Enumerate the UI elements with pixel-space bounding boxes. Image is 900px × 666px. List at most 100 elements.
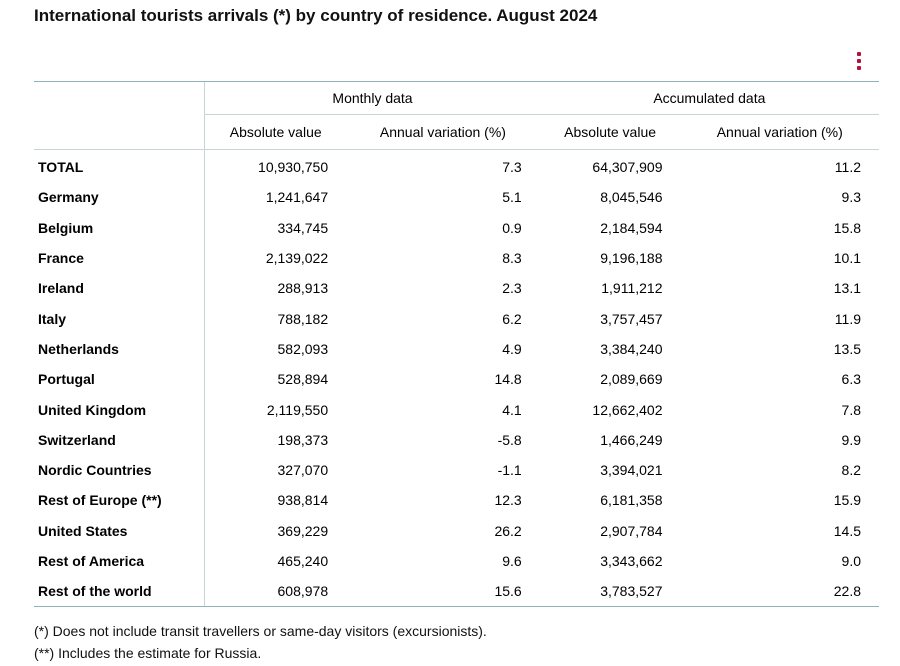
cell-value: 9.6 bbox=[502, 553, 522, 569]
footnote-1: (*) Does not include transit travellers … bbox=[34, 623, 487, 639]
cell-value: 465,240 bbox=[204, 545, 347, 577]
cell-value: 2,184,594 bbox=[600, 219, 663, 236]
cell-value: 3,394,021 bbox=[600, 462, 663, 479]
table-row: United Kingdom 2,119,550 4.1 12,662,402 7.8 bbox=[34, 394, 879, 425]
row-country: Portugal bbox=[38, 371, 95, 388]
row-country: Ireland bbox=[38, 280, 84, 297]
cell-value: 582,093 bbox=[204, 333, 347, 365]
header-blank-sub bbox=[34, 114, 205, 150]
cell-value: 608,978 bbox=[204, 576, 347, 608]
cell-value: 10.1 bbox=[833, 250, 861, 267]
table-row: Nordic Countries 327,070 -1.1 3,394,021 8.2 bbox=[34, 454, 879, 486]
cell-value: 198,373 bbox=[204, 424, 347, 455]
table-row: Netherlands 582,093 4.9 3,384,240 13.5 bbox=[34, 333, 879, 365]
cell-value: 6.2 bbox=[502, 310, 522, 327]
table-row: Germany 1,241,647 5.1 8,045,546 9.3 bbox=[34, 182, 879, 213]
row-country: France bbox=[38, 250, 84, 267]
cell-value: 6.3 bbox=[841, 371, 861, 388]
row-country: United States bbox=[38, 522, 128, 539]
group-header-accumulated: Accumulated data bbox=[539, 81, 879, 115]
table-row: Rest of Europe (**) 938,814 12.3 6,181,358 1… bbox=[34, 485, 879, 516]
row-country: Rest of the world bbox=[34, 576, 205, 608]
cell-value: 15.8 bbox=[833, 219, 861, 236]
cell-value: 2,907,784 bbox=[600, 522, 663, 539]
cell-value: 3,384,240 bbox=[600, 340, 663, 357]
table-row: Ireland 288,913 2.3 1,911,212 13.1 bbox=[34, 273, 879, 304]
cell-value: 1,911,212 bbox=[601, 280, 663, 297]
table-row: Switzerland 198,373 -5.8 1,466,249 9.9 bbox=[34, 424, 879, 455]
cell-value: 3,343,662 bbox=[600, 553, 663, 569]
table-row: Rest of America 465,240 9.6 3,343,662 9.0 bbox=[34, 545, 879, 577]
group-header-monthly: Monthly data bbox=[204, 81, 540, 115]
cell-value: 2,119,550 bbox=[204, 394, 347, 425]
row-country: TOTAL bbox=[38, 159, 84, 176]
cell-value: 9,196,188 bbox=[600, 250, 663, 267]
cell-value: 64,307,909 bbox=[592, 159, 663, 176]
footnote-2: (**) Includes the estimate for Russia. bbox=[34, 645, 262, 661]
cell-value: 4.1 bbox=[502, 401, 522, 418]
cell-value: 7.8 bbox=[841, 401, 861, 418]
cell-value: 9.3 bbox=[841, 189, 861, 206]
cell-value: 3,783,527 bbox=[539, 576, 681, 608]
col-header-accumulated-absolute: Absolute value bbox=[539, 114, 681, 150]
cell-value: 7.3 bbox=[502, 159, 522, 176]
cell-value: 1,466,249 bbox=[600, 431, 663, 448]
cell-value: 2,139,022 bbox=[204, 242, 347, 274]
cell-value: 15.6 bbox=[346, 576, 540, 608]
cell-value: 369,229 bbox=[204, 515, 347, 546]
cell-value: 788,182 bbox=[204, 303, 347, 334]
table-row: Belgium 334,745 0.9 2,184,594 15.8 bbox=[34, 212, 879, 243]
kebab-menu-icon[interactable] bbox=[853, 52, 865, 72]
col-header-accumulated-variation: Annual variation (%) bbox=[680, 114, 879, 150]
row-country: United Kingdom bbox=[38, 401, 147, 418]
table-row: Portugal 528,894 14.8 2,089,669 6.3 bbox=[34, 364, 879, 395]
col-header-monthly-absolute: Absolute value bbox=[204, 114, 347, 150]
table-row: Rest of the world 608,978 15.6 3,783,527 22.… bbox=[34, 576, 879, 608]
cell-value: -5.8 bbox=[497, 431, 522, 448]
row-country: Netherlands bbox=[38, 340, 119, 357]
cell-value: 22.8 bbox=[680, 576, 879, 608]
cell-value: 8,045,546 bbox=[600, 189, 663, 206]
arrivals-table: Monthly data Accumulated data Absolute v… bbox=[34, 81, 879, 608]
cell-value: 2.3 bbox=[502, 280, 522, 297]
table-row: Italy 788,182 6.2 3,757,457 11.9 bbox=[34, 303, 879, 334]
table-row: France 2,139,022 8.3 9,196,188 10.1 bbox=[34, 242, 879, 274]
cell-value: 0.9 bbox=[502, 219, 522, 236]
cell-value: 8.2 bbox=[841, 462, 861, 479]
row-country: Rest of Europe (**) bbox=[38, 492, 162, 509]
row-country: Nordic Countries bbox=[38, 462, 152, 479]
cell-value: 938,814 bbox=[204, 485, 347, 516]
cell-value: 11.2 bbox=[834, 159, 861, 176]
row-country: Belgium bbox=[38, 219, 94, 236]
cell-value: 14.5 bbox=[833, 522, 861, 539]
cell-value: 1,241,647 bbox=[204, 182, 347, 213]
cell-value: 14.8 bbox=[494, 371, 522, 388]
cell-value: 2,089,669 bbox=[600, 371, 663, 388]
col-header-monthly-variation: Annual variation (%) bbox=[346, 114, 540, 150]
cell-value: 13.1 bbox=[833, 280, 861, 297]
row-country: Italy bbox=[38, 310, 67, 327]
cell-value: 11.9 bbox=[834, 310, 861, 327]
table-row: TOTAL 10,930,750 7.3 64,307,909 11.2 bbox=[34, 149, 879, 183]
cell-value: 3,757,457 bbox=[600, 310, 663, 327]
cell-value: 9.9 bbox=[841, 431, 861, 448]
cell-value: 12,662,402 bbox=[592, 401, 663, 418]
row-country: Rest of America bbox=[38, 553, 145, 569]
cell-value: 10,930,750 bbox=[204, 149, 347, 183]
cell-value: 12.3 bbox=[494, 492, 522, 509]
table-body: TOTAL 10,930,750 7.3 64,307,909 11.2 Germany 1… bbox=[34, 149, 879, 608]
row-country: Germany bbox=[38, 189, 99, 206]
cell-value: -1.1 bbox=[497, 462, 522, 479]
cell-value: 26.2 bbox=[494, 522, 522, 539]
cell-value: 4.9 bbox=[502, 340, 522, 357]
cell-value: 6,181,358 bbox=[600, 492, 663, 509]
cell-value: 327,070 bbox=[204, 454, 347, 486]
cell-value: 528,894 bbox=[204, 364, 347, 395]
table-row: United States 369,229 26.2 2,907,784 14.5 bbox=[34, 515, 879, 546]
cell-value: 288,913 bbox=[204, 273, 347, 304]
row-country: Switzerland bbox=[38, 431, 116, 448]
page-title: International tourists arrivals (*) by c… bbox=[34, 6, 598, 25]
footnotes: (*) Does not include transit travellers … bbox=[34, 620, 487, 664]
cell-value: 8.3 bbox=[502, 250, 522, 267]
cell-value: 9.0 bbox=[841, 553, 861, 569]
